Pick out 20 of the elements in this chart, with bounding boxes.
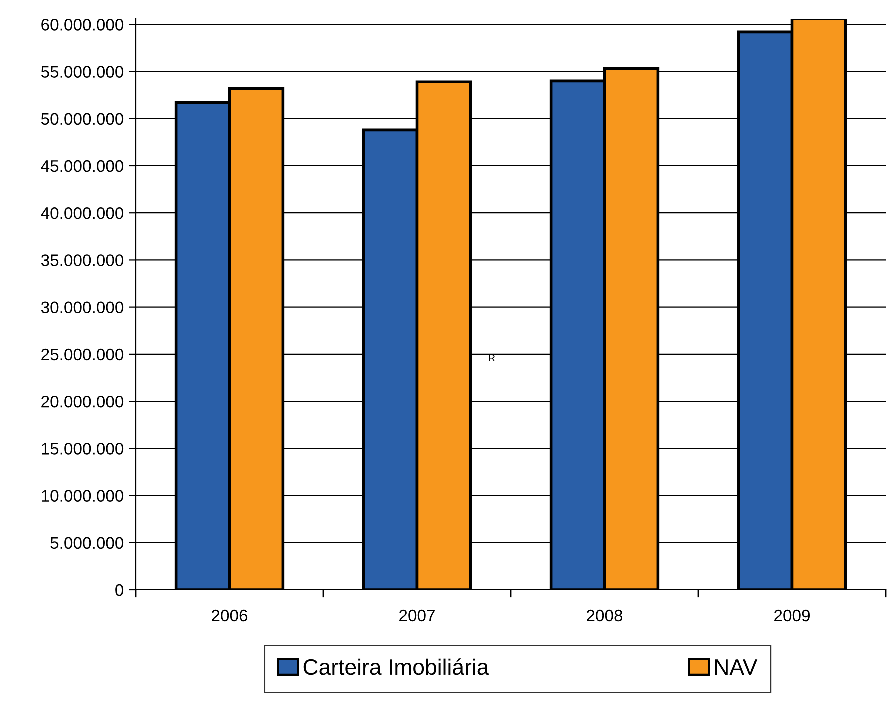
annotation: R <box>489 354 496 362</box>
legend-label: NAV <box>715 660 758 675</box>
x-tick-label: 2009 <box>774 610 810 622</box>
x-tick-label: 2006 <box>212 610 248 622</box>
y-tick-label: 30.000.000 <box>41 302 124 314</box>
x-tick-label: 2008 <box>587 610 623 622</box>
y-tick-label: 0 <box>116 584 124 596</box>
y-tick-label: 20.000.000 <box>42 396 124 408</box>
y-tick-label: 25.000.000 <box>42 348 124 361</box>
y-tick-label: 35.000.000 <box>41 254 124 266</box>
y-tick-label: 60.000.000 <box>42 19 124 31</box>
y-tick-label: 5.000.000 <box>50 537 124 550</box>
x-tick-label: 2007 <box>400 610 435 622</box>
y-tick-label: 45.000.000 <box>41 160 124 172</box>
y-tick-label: 10.000.000 <box>42 490 124 502</box>
y-tick-label: 55.000.000 <box>41 66 124 78</box>
y-tick-label: 50.000.000 <box>41 113 124 126</box>
y-tick-label: 40.000.000 <box>41 208 124 220</box>
legend-label: Carteira Imobiliária <box>304 658 490 676</box>
y-tick-label: 15.000.000 <box>42 443 124 455</box>
